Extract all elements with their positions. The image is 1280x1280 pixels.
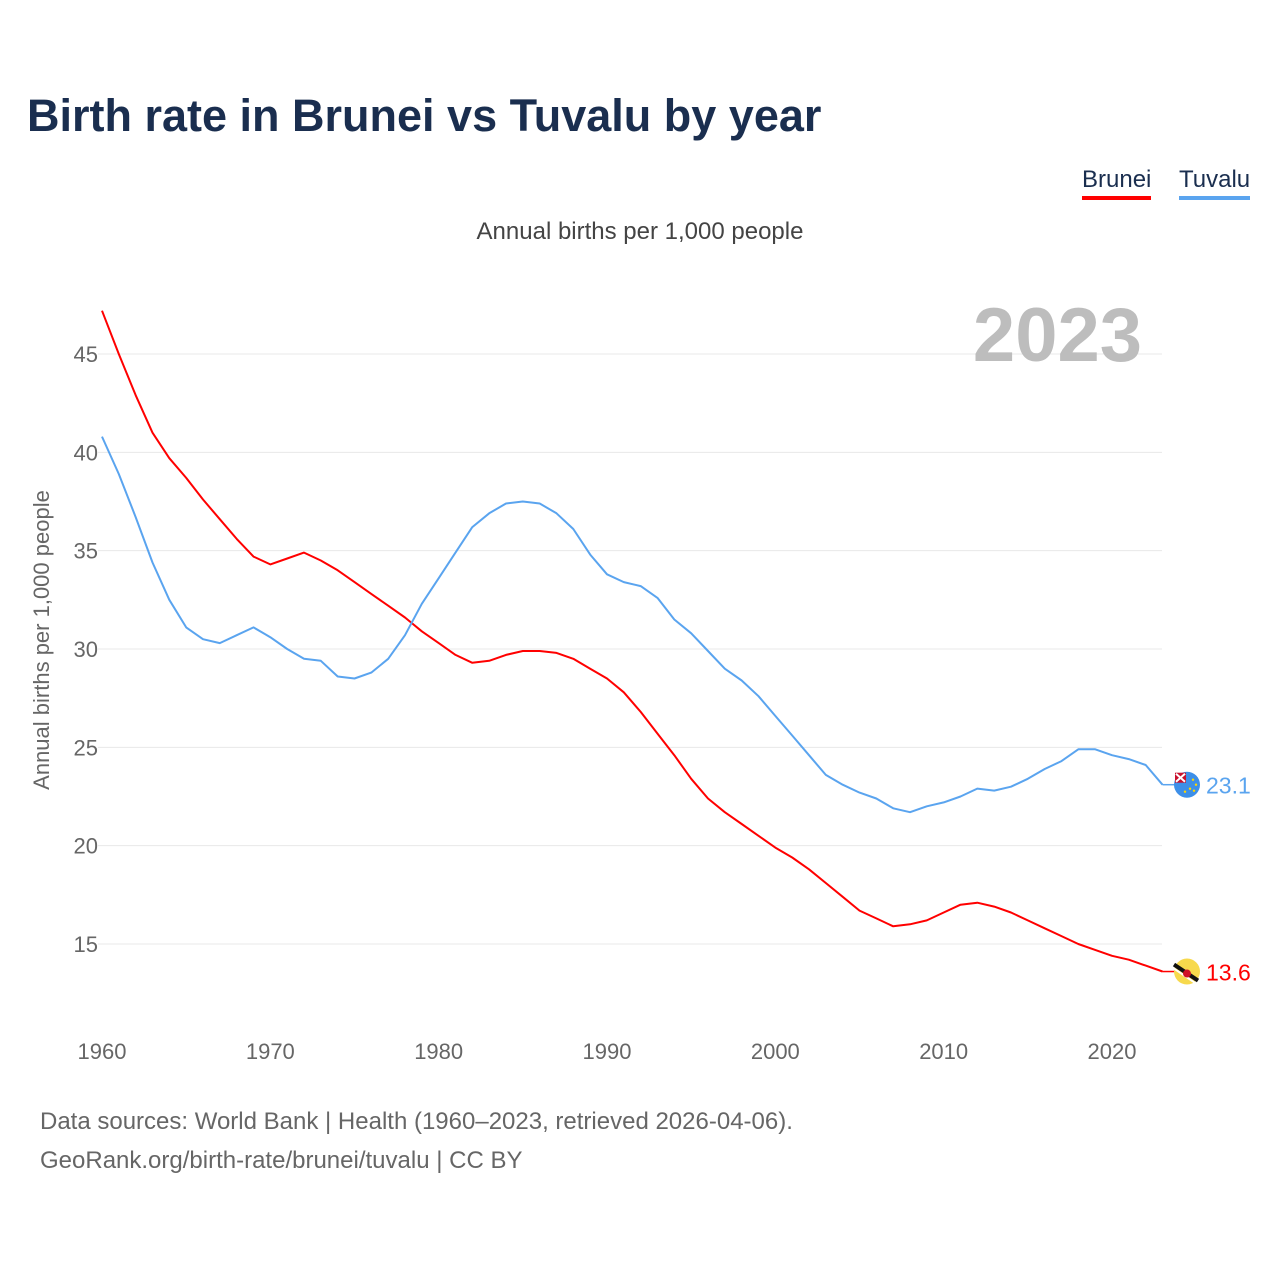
y-tick-label: 15: [74, 932, 98, 957]
legend-brunei[interactable]: Brunei: [1082, 166, 1152, 200]
flag-star: [1191, 778, 1195, 781]
x-tick-label: 1970: [246, 1039, 295, 1064]
year-label: 2023: [972, 293, 1142, 378]
flag-star: [1192, 789, 1196, 792]
x-tick-label: 1980: [414, 1039, 463, 1064]
series-line-brunei: [101, 310, 1163, 973]
end-value-label-tuvalu: 23.1: [1206, 773, 1251, 799]
series-line-tuvalu: [101, 436, 1164, 814]
y-tick-label: 40: [74, 440, 98, 465]
flag-cross: [1175, 772, 1186, 783]
x-tick-label: 1960: [78, 1039, 127, 1064]
y-tick-label: 35: [74, 539, 98, 564]
source-text: Data sources: World Bank | Health (1960–…: [40, 1108, 793, 1135]
flag-star: [1194, 783, 1198, 786]
flag-star: [1188, 787, 1192, 790]
x-tick-label: 1990: [583, 1039, 632, 1064]
legend-tuvalu[interactable]: Tuvalu: [1179, 166, 1251, 200]
x-tick-label: 2000: [751, 1039, 800, 1064]
y-tick-label: 25: [74, 735, 98, 760]
y-tick-label: 30: [74, 637, 98, 662]
x-tick-label: 2010: [919, 1039, 968, 1064]
flag-star: [1183, 790, 1187, 793]
end-value-label-brunei: 13.6: [1206, 960, 1251, 986]
chart-subtitle: Annual births per 1,000 people: [476, 218, 804, 245]
y-tick-label: 20: [74, 834, 98, 859]
flag-emblem: [1183, 969, 1191, 978]
source-link[interactable]: GeoRank.org/birth-rate/brunei/tuvalu | C…: [40, 1147, 523, 1174]
x-tick-label: 2020: [1088, 1039, 1137, 1064]
flag-icon-tuvalu: [1174, 771, 1200, 798]
chart-title: Birth rate in Brunei vs Tuvalu by year: [27, 90, 822, 141]
flag-icon-brunei: [1172, 958, 1200, 985]
y-tick-label: 45: [74, 342, 98, 367]
